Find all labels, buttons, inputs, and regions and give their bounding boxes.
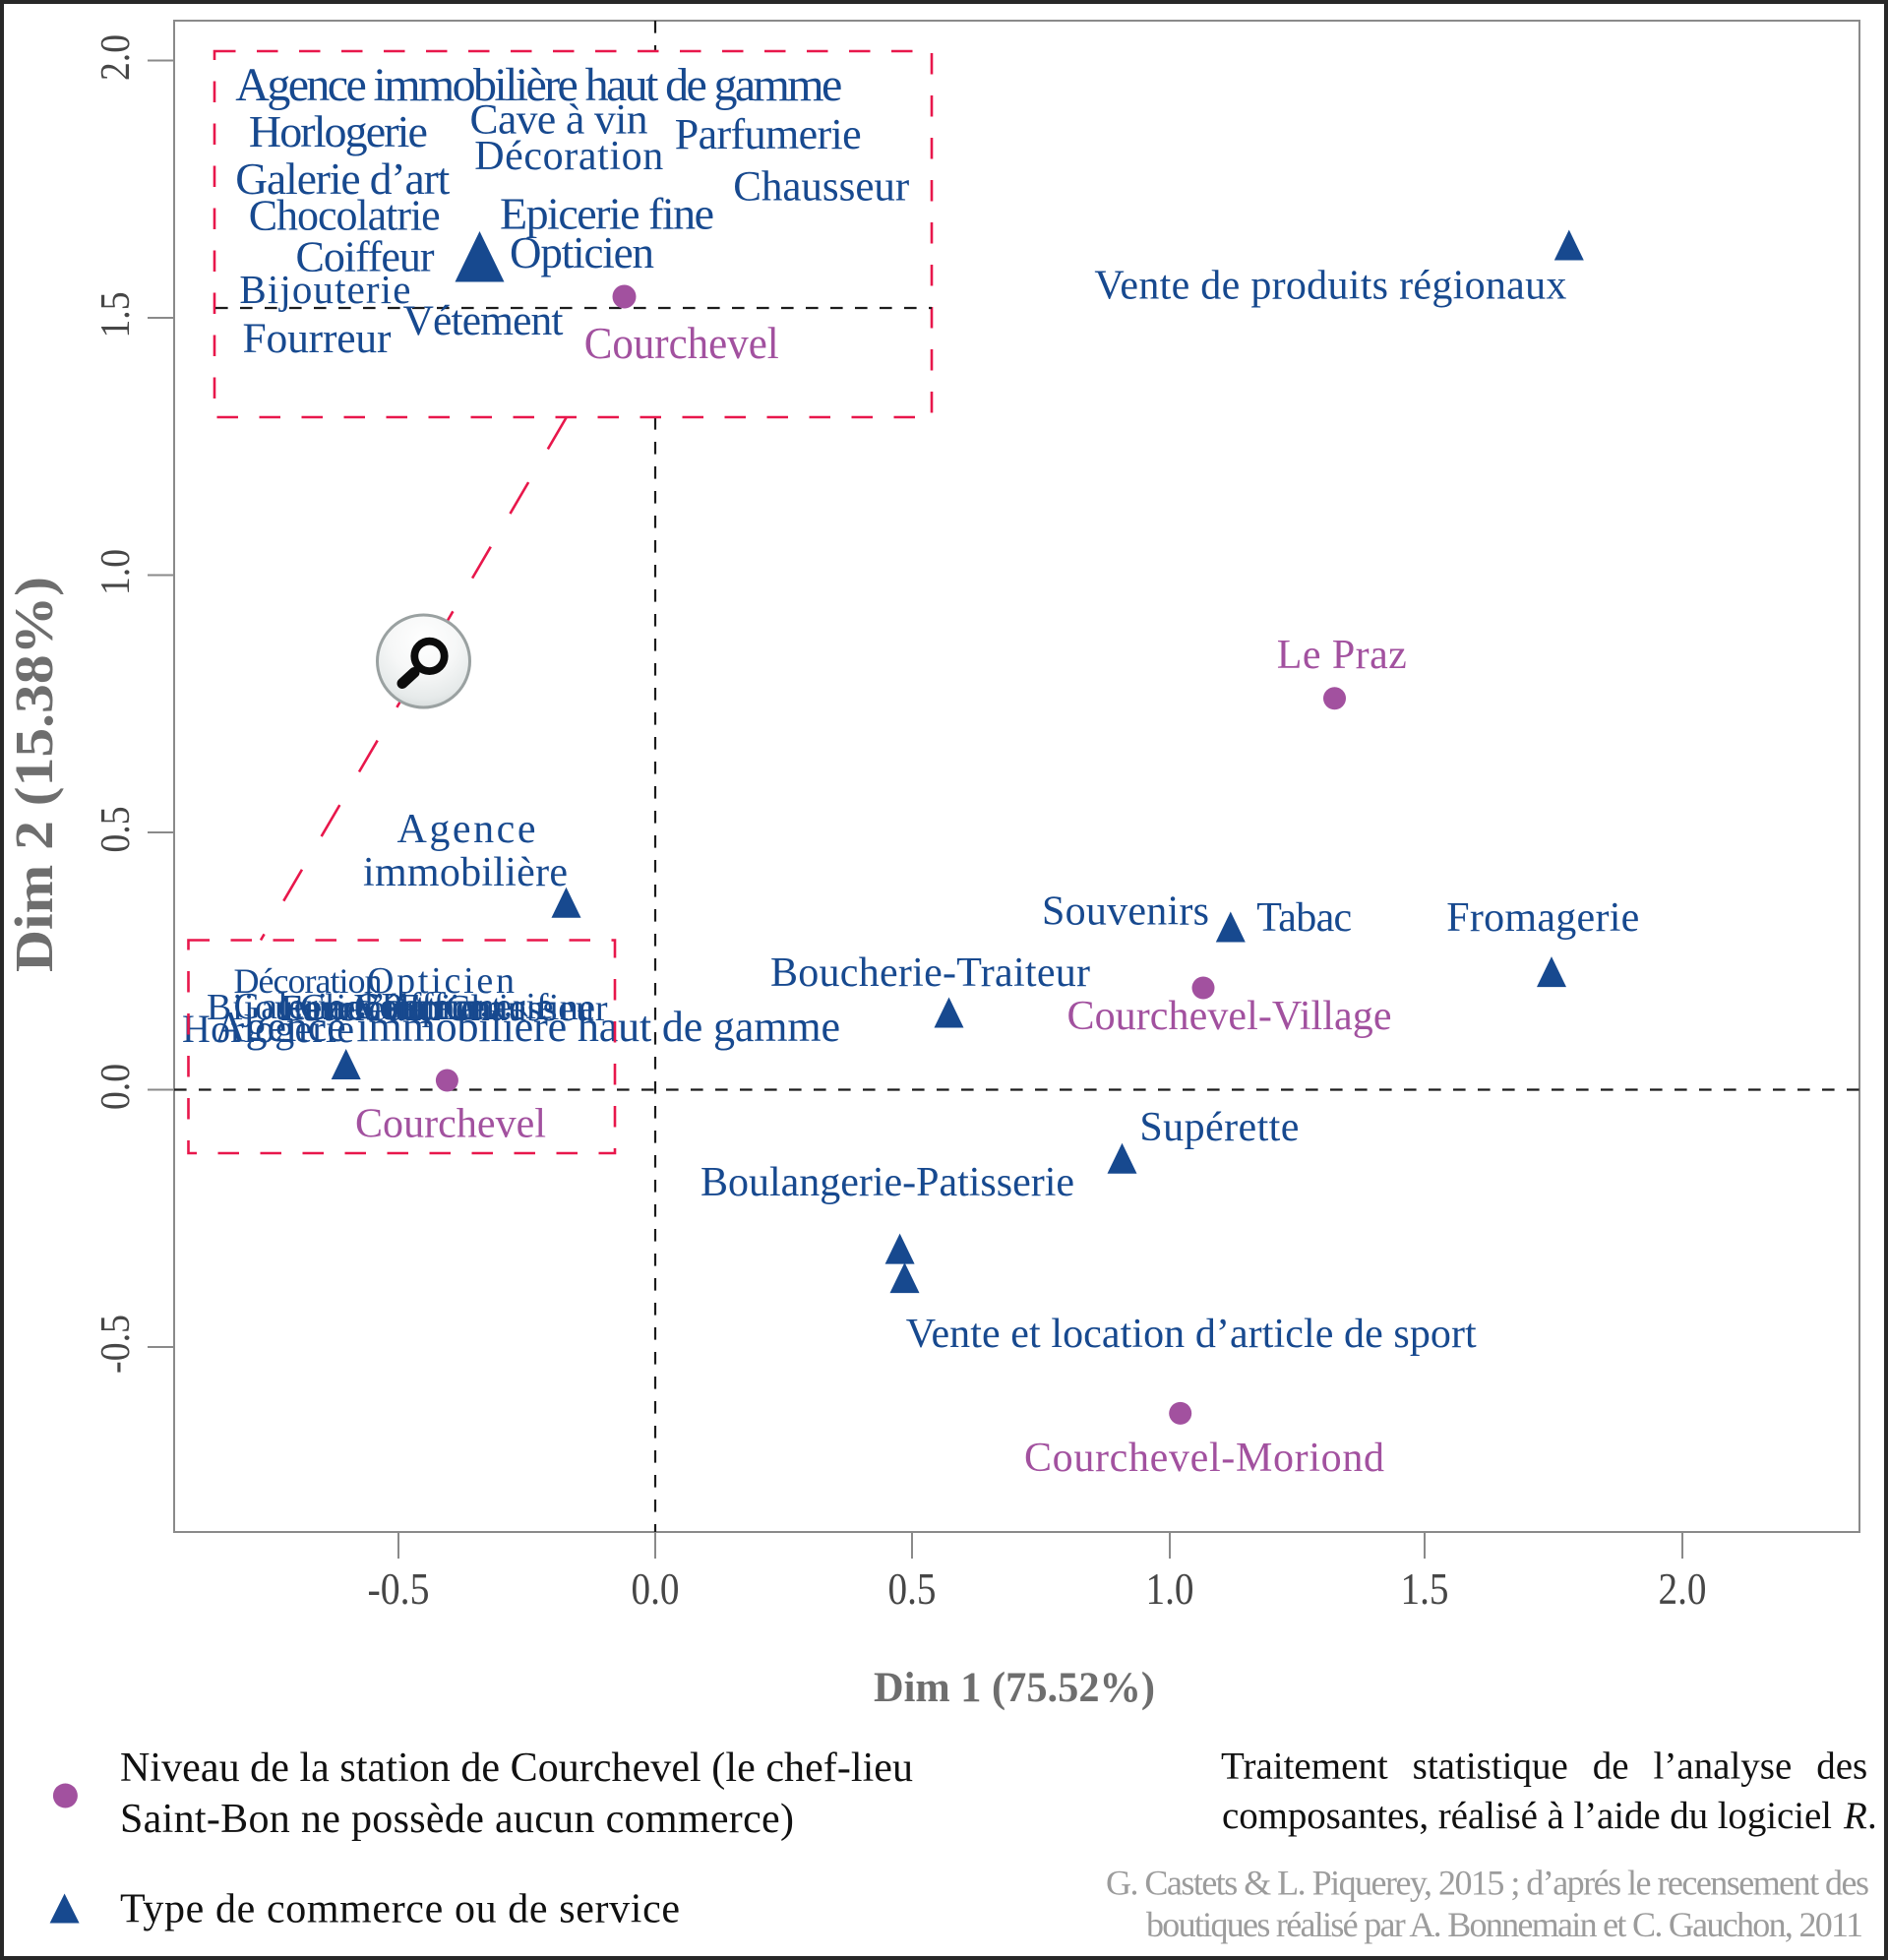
svg-text:Vétement: Vétement bbox=[403, 297, 564, 344]
svg-text:0.0: 0.0 bbox=[93, 1064, 139, 1110]
svg-text:Parfumerie: Parfumerie bbox=[675, 110, 862, 158]
svg-text:Dim 2 (15.38%): Dim 2 (15.38%) bbox=[4, 577, 64, 972]
svg-text:Bijouterie: Bijouterie bbox=[239, 267, 410, 312]
svg-text:Type de commerce ou de service: Type de commerce ou de service bbox=[120, 1887, 680, 1932]
svg-text:Bijouterie: Bijouterie bbox=[207, 987, 364, 1028]
svg-text:Horlogerie: Horlogerie bbox=[249, 106, 428, 156]
svg-text:Fromagerie: Fromagerie bbox=[1446, 895, 1639, 941]
svg-text:Opticien: Opticien bbox=[510, 228, 654, 277]
svg-text:Cave à vin: Cave à vin bbox=[470, 96, 648, 144]
svg-text:immobilière: immobilière bbox=[363, 850, 568, 895]
svg-text:Courchevel: Courchevel bbox=[584, 319, 779, 368]
svg-text:Vente de produits régionaux: Vente de produits régionaux bbox=[1094, 263, 1566, 308]
svg-text:Saint-Bon ne possède aucun com: Saint-Bon ne possède aucun commerce) bbox=[120, 1797, 794, 1842]
svg-text:Chocolatrie: Chocolatrie bbox=[300, 987, 477, 1028]
svg-text:0.5: 0.5 bbox=[93, 807, 139, 853]
svg-text:Courchevel: Courchevel bbox=[355, 1102, 546, 1147]
svg-text:composantes, réalisé à l’aide: composantes, réalisé à l’aide du logicie… bbox=[1222, 1795, 1832, 1837]
svg-text:Fourreur: Fourreur bbox=[280, 988, 418, 1029]
svg-text:G. Castets & L. Piquerey, 2015: G. Castets & L. Piquerey, 2015 ; d’aprés… bbox=[1106, 1864, 1869, 1903]
svg-text:Chocolatrie: Chocolatrie bbox=[249, 192, 441, 240]
svg-text:Fourreur: Fourreur bbox=[243, 315, 393, 362]
svg-text:Agence: Agence bbox=[397, 807, 536, 852]
svg-text:Vente et location d’article de: Vente et location d’article de sport bbox=[906, 1312, 1477, 1357]
svg-text:Agence immobilière haut de gam: Agence immobilière haut de gamme bbox=[235, 59, 842, 111]
svg-text:1.0: 1.0 bbox=[93, 549, 139, 595]
svg-text:2.0: 2.0 bbox=[93, 34, 139, 81]
svg-text:Traitement statistique de l’an: Traitement statistique de l’analyse des bbox=[1221, 1746, 1867, 1788]
svg-text:Galerie d’art: Galerie d’art bbox=[235, 153, 450, 204]
svg-text:Cave à vin: Cave à vin bbox=[278, 988, 441, 1029]
svg-text:Vétement: Vétement bbox=[354, 987, 502, 1028]
svg-text:Décoration: Décoration bbox=[234, 961, 383, 1001]
svg-text:1.5: 1.5 bbox=[1401, 1564, 1449, 1614]
svg-text:Parfumerie: Parfumerie bbox=[382, 986, 554, 1027]
svg-text:0.5: 0.5 bbox=[888, 1564, 937, 1614]
svg-text:1.5: 1.5 bbox=[93, 292, 139, 338]
svg-text:Epicerie fine: Epicerie fine bbox=[398, 987, 595, 1028]
svg-text:Opticien: Opticien bbox=[367, 960, 515, 1002]
svg-text:Galerie d’art: Galerie d’art bbox=[234, 986, 426, 1027]
svg-text:Niveau de la station de Courch: Niveau de la station de Courchevel (le c… bbox=[120, 1746, 913, 1791]
svg-text:Epicerie fine: Epicerie fine bbox=[500, 189, 714, 239]
svg-text:Le Praz: Le Praz bbox=[1277, 633, 1407, 678]
svg-text:.: . bbox=[1867, 1795, 1877, 1837]
svg-text:Boulangerie-Patisserie: Boulangerie-Patisserie bbox=[700, 1160, 1074, 1205]
svg-text:Tabac: Tabac bbox=[1256, 895, 1352, 941]
svg-text:Horlogerie: Horlogerie bbox=[182, 1007, 354, 1051]
svg-text:Coiffeur: Coiffeur bbox=[354, 986, 482, 1027]
svg-text:boutiques réalisé par A. Bonne: boutiques réalisé par A. Bonnemain et C.… bbox=[1146, 1905, 1863, 1944]
svg-text:-0.5: -0.5 bbox=[368, 1564, 430, 1614]
svg-text:1.0: 1.0 bbox=[1146, 1564, 1194, 1614]
svg-text:Dim 1 (75.52%): Dim 1 (75.52%) bbox=[874, 1665, 1155, 1711]
svg-text:Agence immobilière haut de gam: Agence immobilière haut de gamme bbox=[214, 1003, 840, 1051]
svg-text:Décoration: Décoration bbox=[474, 134, 663, 179]
svg-text:R: R bbox=[1843, 1795, 1867, 1837]
svg-text:Boucherie-Traiteur: Boucherie-Traiteur bbox=[770, 950, 1090, 996]
svg-text:Courchevel-Village: Courchevel-Village bbox=[1067, 994, 1392, 1039]
svg-text:Supérette: Supérette bbox=[1139, 1105, 1299, 1150]
svg-text:-0.5: -0.5 bbox=[93, 1315, 139, 1374]
svg-text:Chausseur: Chausseur bbox=[733, 164, 909, 211]
svg-text:2.0: 2.0 bbox=[1659, 1564, 1707, 1614]
svg-text:Coiffeur: Coiffeur bbox=[296, 233, 435, 281]
svg-text:Courchevel-Moriond: Courchevel-Moriond bbox=[1024, 1436, 1384, 1481]
svg-text:0.0: 0.0 bbox=[632, 1564, 680, 1614]
svg-text:Chausseur: Chausseur bbox=[446, 988, 608, 1029]
svg-text:Souvenirs: Souvenirs bbox=[1042, 888, 1209, 934]
